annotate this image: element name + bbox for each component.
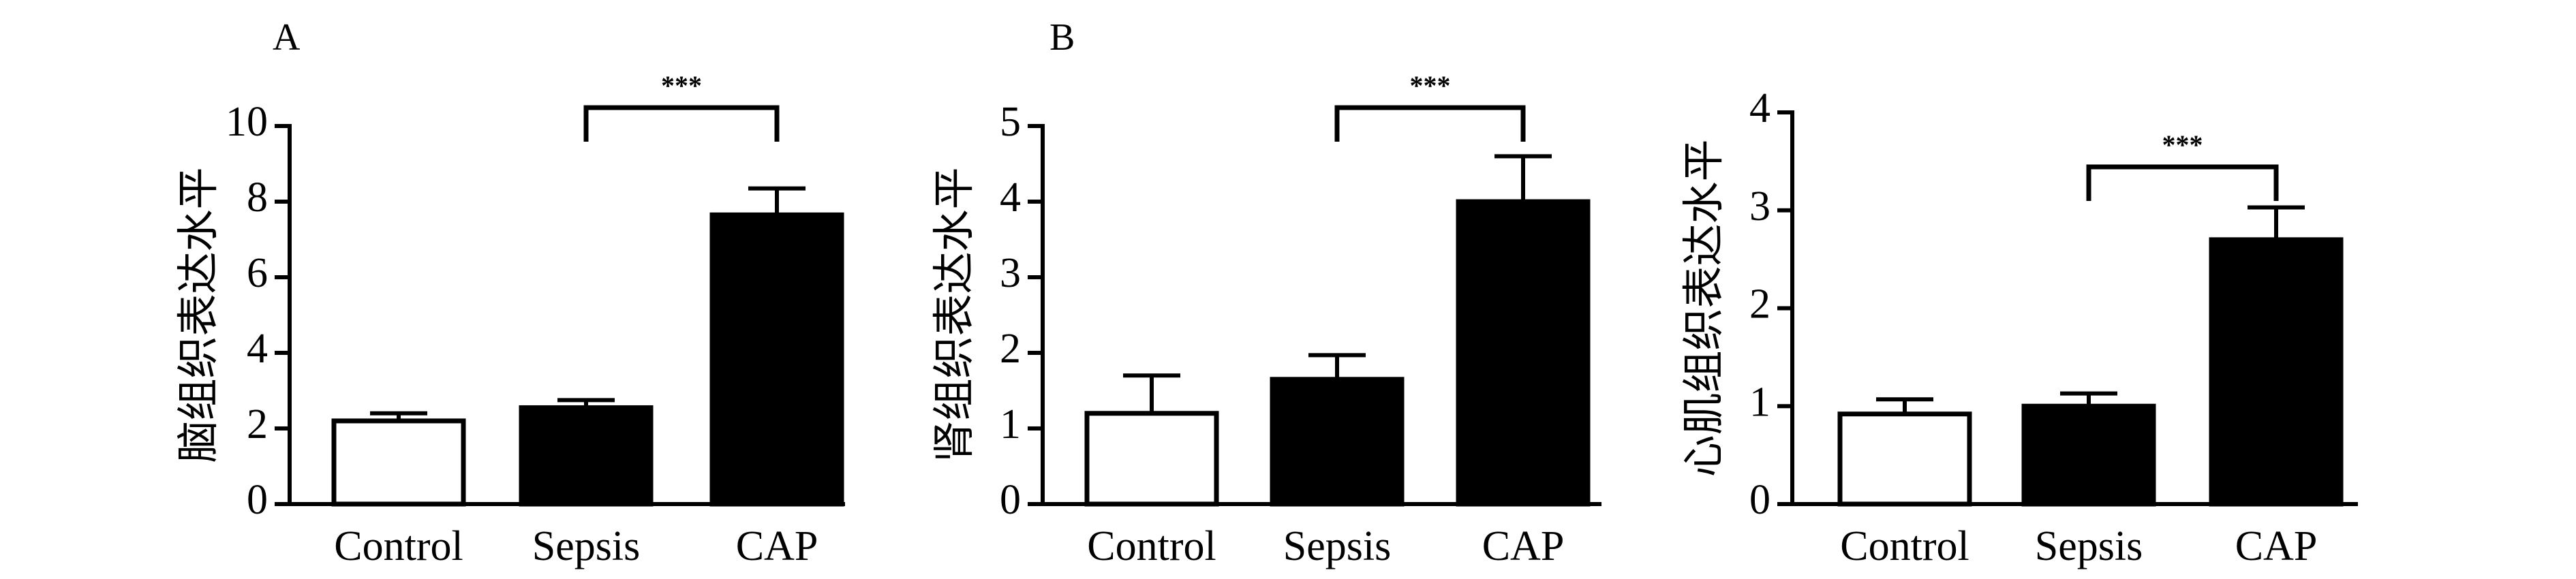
x-tick-label: Control: [1087, 523, 1216, 569]
y-tick-label: 10: [226, 99, 268, 145]
significance-bracket: [583, 105, 780, 142]
bar-control: [1837, 411, 1972, 507]
y-tick-label: 0: [247, 477, 268, 523]
y-tick-label: 2: [247, 401, 268, 448]
y-tick-label: 8: [247, 174, 268, 221]
x-tick-label: CAP: [2235, 523, 2318, 569]
y-tick-label: 1: [1000, 401, 1021, 448]
bar-control: [1084, 411, 1219, 507]
bar-sepsis: [519, 405, 654, 507]
significance-bracket: [1334, 105, 1526, 142]
bar-sepsis: [2021, 403, 2156, 507]
bar-control: [331, 418, 466, 507]
y-tick-label: 3: [1000, 250, 1021, 296]
y-tick-label: 4: [1749, 85, 1770, 131]
significance-label: ***: [1410, 70, 1451, 101]
panel-letter: B: [1049, 16, 1075, 59]
y-axis-title: 心肌组织表达水平: [1681, 139, 1728, 477]
y-tick-label: 4: [1000, 174, 1021, 221]
x-tick-label: Sepsis: [532, 523, 640, 569]
x-tick-label: CAP: [736, 523, 818, 569]
bar-cap: [2209, 237, 2344, 507]
y-tick-label: 3: [1749, 183, 1770, 230]
panel-b-kidney: B 肾组织表达水平 0 1 2 3 4 5 Control Sepsis CAP ***: [932, 16, 1601, 569]
y-tick-label: 0: [1749, 477, 1770, 523]
x-tick-label: Control: [334, 523, 463, 569]
significance-label: ***: [2162, 129, 2203, 160]
y-tick-label: 6: [247, 250, 268, 296]
y-axis-title: 肾组织表达水平: [932, 167, 978, 463]
bar-cap: [1456, 199, 1591, 507]
y-tick-label: 4: [247, 326, 268, 372]
panel-a-brain: A 脑组织表达水平 0 2 4 6 8 10 Control Sepsis CAP ***: [176, 16, 845, 569]
y-tick-label: 1: [1749, 379, 1770, 425]
panel-letter: A: [273, 16, 301, 59]
y-tick-label: 2: [1000, 326, 1021, 372]
bar-sepsis: [1270, 377, 1405, 507]
y-tick-label: 2: [1749, 281, 1770, 328]
significance-bracket: [2086, 164, 2279, 201]
bar-cap: [709, 212, 844, 507]
y-axis-title: 脑组织表达水平: [176, 167, 222, 463]
x-tick-label: Sepsis: [1283, 523, 1391, 569]
panel-c-myocardium: 心肌组织表达水平 0 1 2 3 4 Control Sepsis CAP ***: [1681, 85, 2358, 569]
x-tick-label: Sepsis: [2035, 523, 2143, 569]
y-tick-label: 0: [1000, 477, 1021, 523]
x-tick-label: CAP: [1482, 523, 1565, 569]
y-tick-label: 5: [1000, 99, 1021, 145]
significance-label: ***: [661, 70, 702, 101]
x-tick-label: Control: [1840, 523, 1969, 569]
